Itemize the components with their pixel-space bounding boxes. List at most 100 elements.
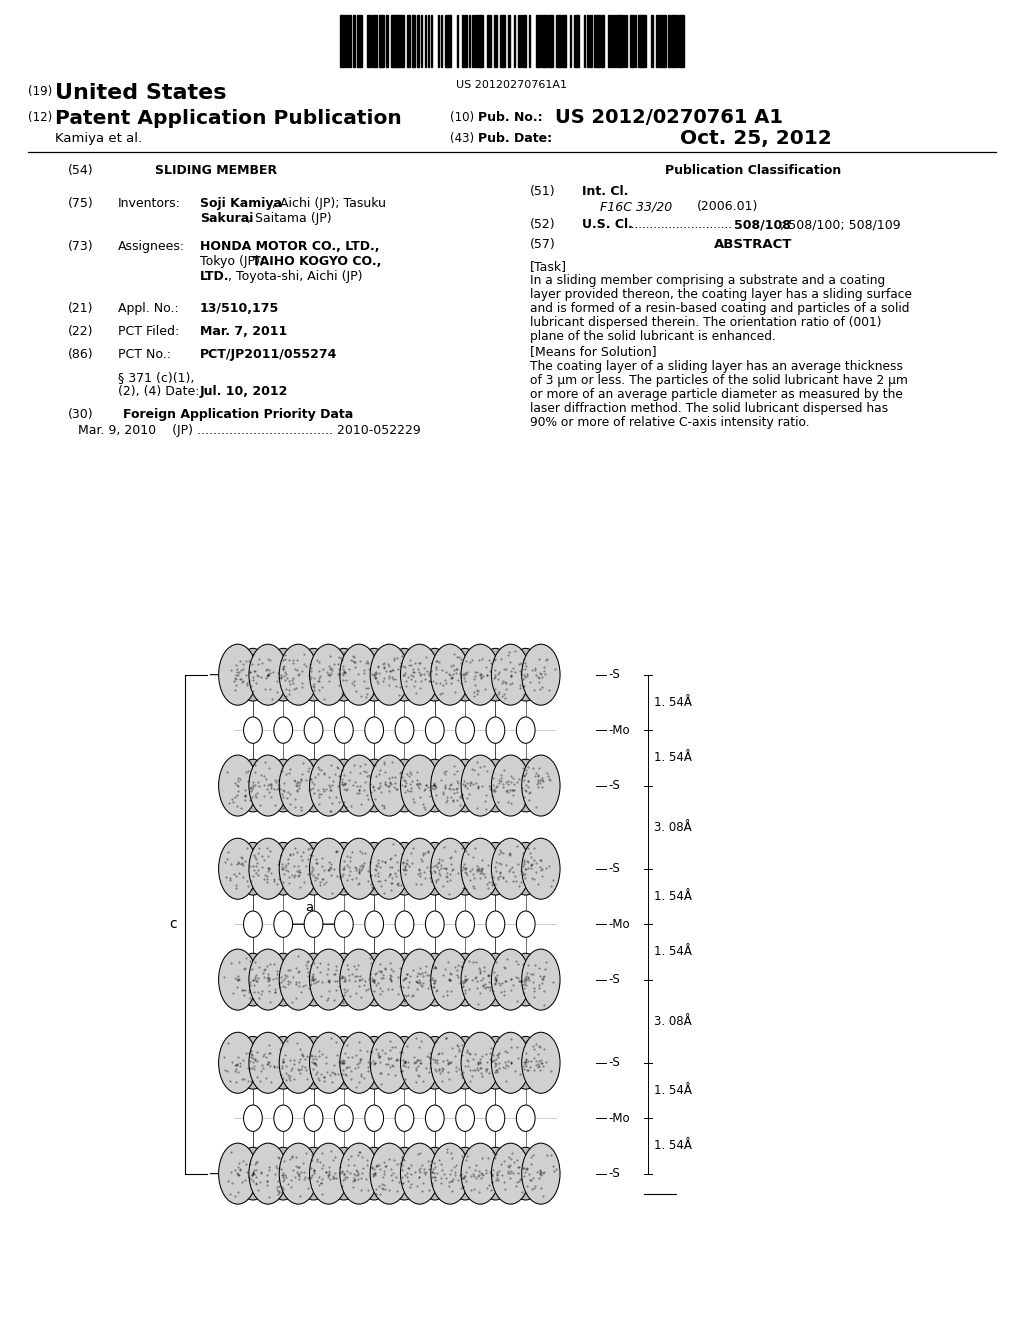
Text: Int. Cl.: Int. Cl.: [582, 185, 629, 198]
Ellipse shape: [304, 1105, 323, 1131]
Text: PCT/JP2011/055274: PCT/JP2011/055274: [200, 348, 337, 360]
Ellipse shape: [370, 644, 409, 705]
Ellipse shape: [418, 1036, 452, 1089]
Text: 3. 08Å: 3. 08Å: [654, 1015, 691, 1028]
Text: § 371 (c)(1),: § 371 (c)(1),: [118, 371, 195, 384]
Text: -S: -S: [608, 1056, 620, 1069]
Ellipse shape: [335, 717, 353, 743]
Text: (12): (12): [28, 111, 52, 124]
Bar: [542, 15, 544, 67]
Bar: [577, 15, 579, 67]
Ellipse shape: [456, 717, 474, 743]
Text: US 2012/0270761 A1: US 2012/0270761 A1: [555, 108, 783, 127]
Ellipse shape: [266, 648, 300, 701]
Ellipse shape: [449, 648, 481, 701]
Ellipse shape: [516, 717, 536, 743]
Ellipse shape: [357, 842, 391, 895]
Ellipse shape: [418, 648, 452, 701]
Ellipse shape: [479, 1147, 512, 1200]
Ellipse shape: [340, 644, 378, 705]
Ellipse shape: [218, 838, 257, 899]
Text: (2006.01): (2006.01): [697, 201, 759, 213]
Bar: [574, 15, 575, 67]
Text: (86): (86): [68, 348, 93, 360]
Text: -Mo: -Mo: [608, 1111, 630, 1125]
Ellipse shape: [521, 949, 560, 1010]
Bar: [602, 15, 604, 67]
Bar: [413, 15, 415, 67]
Text: SLIDING MEMBER: SLIDING MEMBER: [155, 164, 278, 177]
Ellipse shape: [479, 842, 512, 895]
Bar: [379, 15, 382, 67]
Text: F16C 33/20: F16C 33/20: [600, 201, 672, 213]
Ellipse shape: [486, 911, 505, 937]
Bar: [545, 15, 547, 67]
Ellipse shape: [266, 953, 300, 1006]
Ellipse shape: [328, 759, 360, 812]
Ellipse shape: [335, 1105, 353, 1131]
Text: 508/108: 508/108: [734, 218, 791, 231]
Ellipse shape: [400, 755, 439, 816]
Bar: [500, 15, 502, 67]
Ellipse shape: [509, 1036, 543, 1089]
Text: 1. 54Å: 1. 54Å: [654, 696, 692, 709]
Bar: [594, 15, 597, 67]
Bar: [462, 15, 464, 67]
Bar: [537, 15, 539, 67]
Ellipse shape: [249, 1032, 288, 1093]
Ellipse shape: [357, 953, 391, 1006]
Ellipse shape: [266, 759, 300, 812]
Ellipse shape: [280, 1032, 317, 1093]
Bar: [487, 15, 489, 67]
Ellipse shape: [340, 949, 378, 1010]
Ellipse shape: [388, 1036, 421, 1089]
Bar: [632, 15, 634, 67]
Ellipse shape: [461, 644, 500, 705]
Bar: [449, 15, 450, 67]
Ellipse shape: [244, 1105, 262, 1131]
Ellipse shape: [280, 949, 317, 1010]
Text: United States: United States: [55, 83, 226, 103]
Ellipse shape: [461, 755, 500, 816]
Text: PCT No.:: PCT No.:: [118, 348, 171, 360]
Text: 13/510,175: 13/510,175: [200, 302, 280, 315]
Text: ; 508/100; 508/109: ; 508/100; 508/109: [780, 218, 901, 231]
Ellipse shape: [266, 842, 300, 895]
Text: 90% or more of relative C-axis intensity ratio.: 90% or more of relative C-axis intensity…: [530, 416, 810, 429]
Text: Inventors:: Inventors:: [118, 197, 181, 210]
Ellipse shape: [461, 838, 500, 899]
Bar: [494, 15, 496, 67]
Text: 1. 54Å: 1. 54Å: [654, 890, 692, 903]
Ellipse shape: [249, 949, 288, 1010]
Ellipse shape: [244, 717, 262, 743]
Text: Tokyo (JP);: Tokyo (JP);: [200, 255, 268, 268]
Bar: [446, 15, 449, 67]
Text: US 20120270761A1: US 20120270761A1: [457, 81, 567, 90]
Text: -Mo: -Mo: [608, 917, 630, 931]
Text: (54): (54): [68, 164, 93, 177]
Text: (57): (57): [530, 238, 556, 251]
Ellipse shape: [516, 911, 536, 937]
Bar: [618, 15, 620, 67]
Text: -S: -S: [608, 668, 620, 681]
Ellipse shape: [244, 911, 262, 937]
Ellipse shape: [218, 755, 257, 816]
Ellipse shape: [521, 755, 560, 816]
Ellipse shape: [521, 1032, 560, 1093]
Text: Assignees:: Assignees:: [118, 240, 185, 253]
Ellipse shape: [492, 755, 529, 816]
Ellipse shape: [340, 1143, 378, 1204]
Ellipse shape: [328, 842, 360, 895]
Text: Sakurai: Sakurai: [200, 213, 253, 224]
Ellipse shape: [395, 911, 414, 937]
Ellipse shape: [328, 953, 360, 1006]
Text: Foreign Application Priority Data: Foreign Application Priority Data: [123, 408, 353, 421]
Ellipse shape: [273, 1105, 293, 1131]
Ellipse shape: [365, 717, 384, 743]
Ellipse shape: [461, 1032, 500, 1093]
Ellipse shape: [309, 755, 348, 816]
Text: of 3 μm or less. The particles of the solid lubricant have 2 μm: of 3 μm or less. The particles of the so…: [530, 374, 908, 387]
Ellipse shape: [418, 1147, 452, 1200]
Bar: [620, 15, 622, 67]
Text: layer provided thereon, the coating layer has a sliding surface: layer provided thereon, the coating laye…: [530, 288, 912, 301]
